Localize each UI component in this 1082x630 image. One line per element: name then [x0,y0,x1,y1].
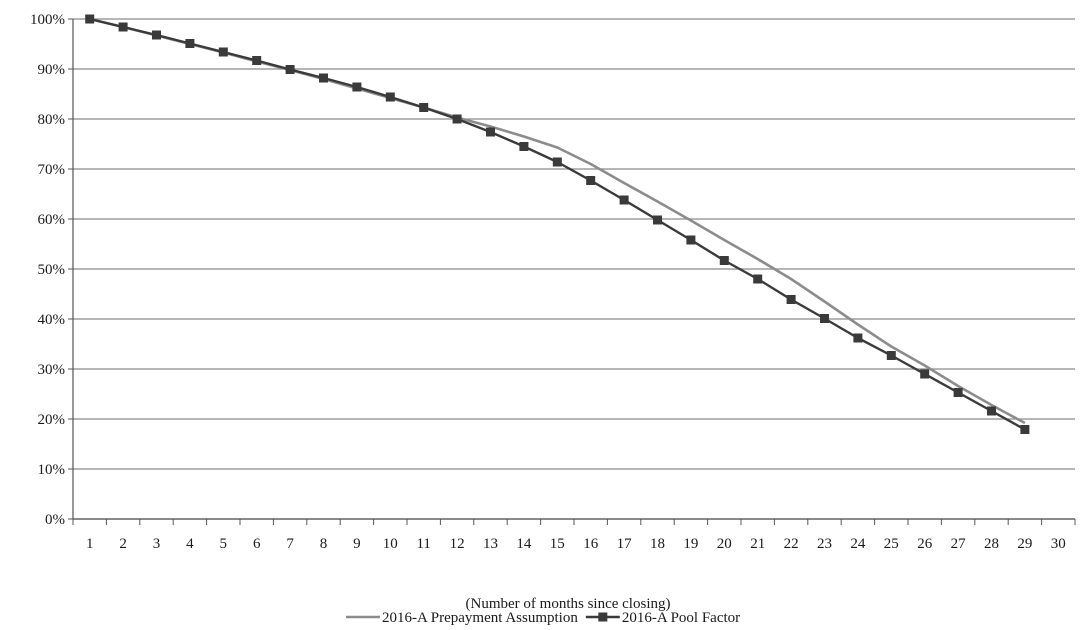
x-tick-labels: 1 2 3 4 5 6 7 8 9 10 11 12 13 14 15 16 17 18 19 20 21 22 23 24 2… [86,536,1066,552]
x-tick-label: 2 [119,536,127,552]
data-point [753,274,763,284]
x-tick-label: 22 [784,536,799,552]
x-tick-label: 14 [516,536,532,552]
y-tick-label: 50% [38,262,66,278]
x-tick-label: 20 [717,536,732,552]
data-point [285,65,295,74]
y-tick-label: 10% [38,462,66,478]
data-point [152,30,161,40]
x-tick-label: 15 [550,536,565,552]
axes [68,18,1076,525]
series-line-2 [89,17,1026,431]
data-point [118,22,128,32]
x-tick-label: 30 [1051,536,1066,552]
data-point [786,295,796,304]
data-point [987,406,996,416]
data-point [1020,425,1030,434]
legend-item-1: 2016-A Prepayment Assumption [346,610,578,626]
x-tick-label: 5 [220,536,228,552]
y-tick-label: 100% [30,12,65,28]
data-point [385,92,395,102]
x-tick-label: 6 [253,536,261,552]
x-tick-label: 27 [951,536,967,552]
data-point [653,215,662,225]
data-point [185,39,195,48]
y-tick-label: 80% [38,112,66,128]
y-tick-label: 40% [38,312,66,328]
data-point [419,103,429,112]
x-tick-label: 1 [86,536,94,552]
data-point [586,176,596,185]
data-point [552,157,562,167]
series-group [85,14,1030,434]
data-point [686,235,696,245]
x-tick-label: 10 [383,536,398,552]
legend-marker [598,612,608,622]
x-tick-label: 9 [353,536,361,552]
x-tick-label: 21 [750,536,765,552]
x-tick-label: 11 [416,536,430,552]
data-point [352,82,362,92]
y-tick-label: 70% [38,162,66,178]
y-tick-label: 30% [38,362,66,378]
x-tick-label: 4 [186,536,194,552]
x-tick-label: 12 [450,536,465,552]
legend-item-2: 2016-A Pool Factor [585,610,740,626]
data-point [218,47,228,57]
x-tick-label: 18 [650,536,665,552]
x-tick-label: 29 [1017,536,1032,552]
data-point [486,127,495,137]
data-point [920,369,930,379]
legend: 2016-A Prepayment Assumption 2016-A Pool … [346,610,740,626]
data-point [820,314,829,323]
data-point [719,256,729,265]
y-tick-label: 0% [45,512,65,528]
y-tick-label: 60% [38,212,66,228]
series-line-1 [89,17,1026,425]
x-tick-label: 8 [320,536,328,552]
x-tick-label: 23 [817,536,832,552]
x-tick-label: 28 [984,536,999,552]
x-tick-label: 17 [617,536,633,552]
data-point [85,14,95,24]
x-tick-label: 19 [683,536,698,552]
data-point [252,56,262,65]
data-point [853,333,863,343]
data-point [319,73,328,83]
data-point [619,195,629,205]
y-tick-label: 90% [38,62,66,78]
x-tick-label: 25 [884,536,899,552]
data-point [519,142,529,151]
x-tick-label: 7 [286,536,294,552]
x-tick-label: 3 [153,536,161,552]
x-axis-label: (Number of months since closing) [466,596,671,612]
x-tick-label: 24 [850,536,866,552]
legend-label: 2016-A Prepayment Assumption [382,610,578,626]
data-point [953,388,963,397]
x-tick-label: 16 [583,536,599,552]
data-point [886,351,896,360]
grid-lines [73,18,1075,520]
y-tick-label: 20% [38,412,66,428]
data-point [452,114,462,124]
y-tick-labels: 0% 10% 20% 30% 40% 50% 60% 70% 80% 90% 100% [30,12,65,528]
x-tick-label: 26 [917,536,933,552]
legend-label: 2016-A Pool Factor [622,610,740,626]
x-tick-label: 13 [483,536,498,552]
